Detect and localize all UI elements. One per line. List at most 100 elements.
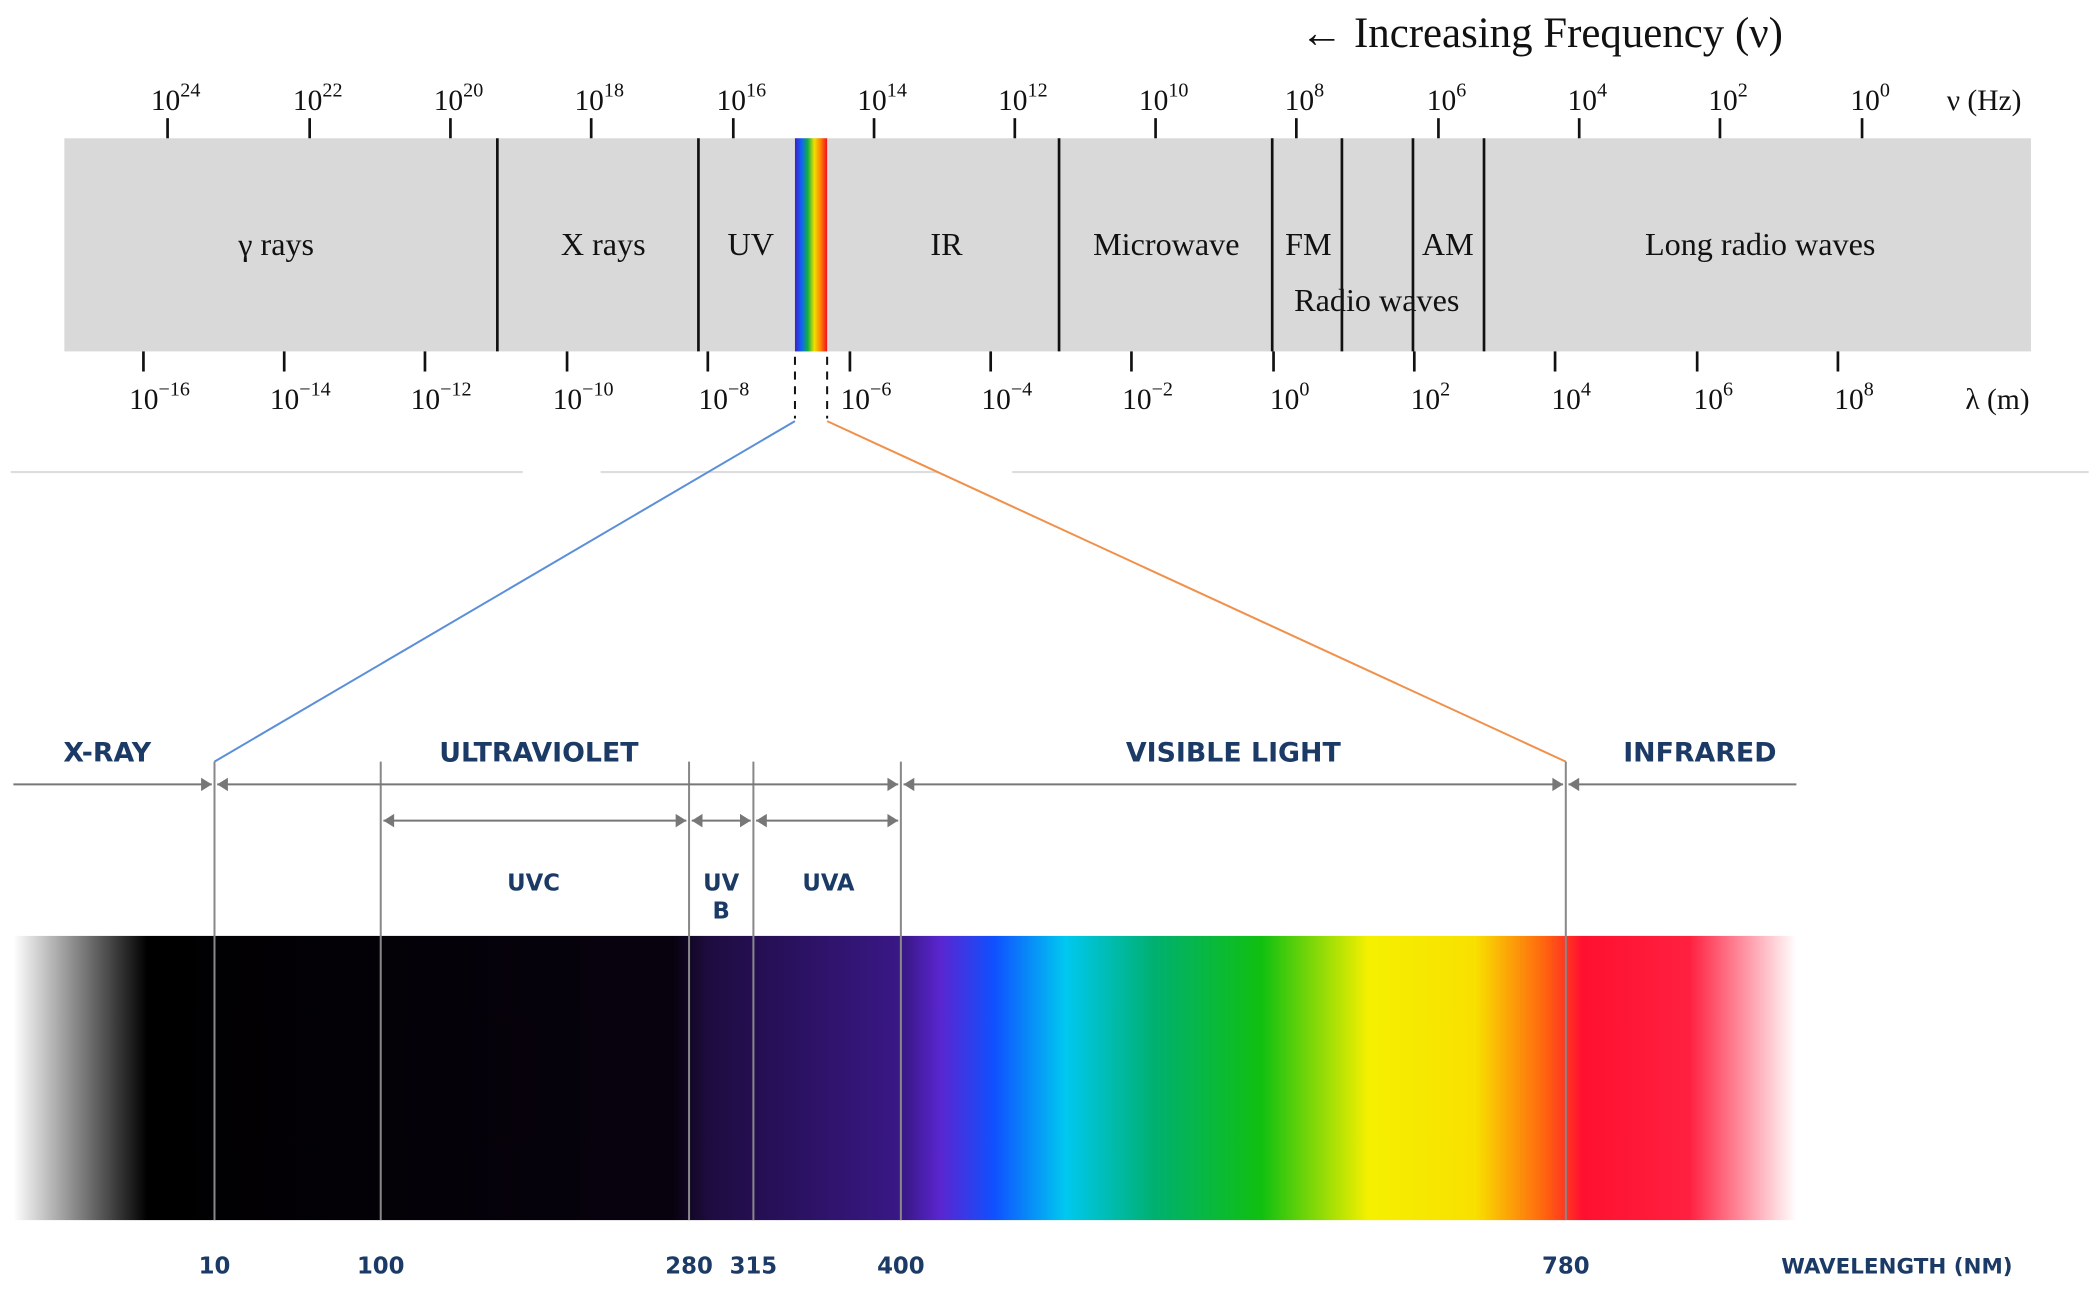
power-base: 10 — [1850, 85, 1879, 117]
power-label: 1022 — [293, 80, 343, 117]
power-exponent: 6 — [1723, 379, 1733, 401]
power-exponent: −6 — [870, 379, 891, 401]
arrow-head — [903, 777, 915, 792]
power-base: 10 — [553, 384, 582, 416]
power-base: 10 — [1285, 85, 1314, 117]
power-base: 10 — [1427, 85, 1456, 117]
arrow-head — [739, 813, 751, 828]
power-base: 10 — [1708, 85, 1737, 117]
arrow-head — [383, 813, 395, 828]
band-dividers — [496, 138, 1486, 352]
wavelength-label: 780 — [1542, 1254, 1590, 1280]
power-base: 10 — [1693, 384, 1722, 416]
power-label: 1012 — [998, 80, 1048, 117]
power-label: 1014 — [857, 80, 907, 117]
power-label: 108 — [1285, 80, 1325, 117]
subregion-label: B — [713, 898, 730, 924]
power-exponent: −10 — [582, 379, 613, 401]
band-label: Microwave — [1093, 226, 1239, 262]
power-base: 10 — [717, 85, 746, 117]
power-label: 104 — [1551, 379, 1591, 416]
zoom-line-right — [826, 420, 1567, 763]
subregion-label: UV — [703, 870, 739, 896]
power-exponent: 4 — [1581, 379, 1591, 401]
region-label: VISIBLE LIGHT — [1126, 738, 1342, 769]
power-label: 1010 — [1139, 80, 1189, 117]
region-label: X-RAY — [63, 738, 151, 769]
power-exponent: −4 — [1011, 379, 1032, 401]
power-exponent: 18 — [604, 80, 624, 102]
spectrum-band — [64, 138, 2031, 352]
power-base: 10 — [698, 384, 727, 416]
power-label: 10−10 — [553, 379, 614, 416]
wavelength-label: 280 — [665, 1254, 713, 1280]
power-label: 1020 — [434, 80, 484, 117]
power-base: 10 — [841, 384, 870, 416]
power-exponent: 20 — [463, 80, 483, 102]
power-exponent: 16 — [746, 80, 766, 102]
arrow-head — [691, 813, 703, 828]
power-label: 1016 — [717, 80, 767, 117]
wavelength-label: 100 — [357, 1254, 405, 1280]
power-exponent: −12 — [440, 379, 471, 401]
power-exponent: 12 — [1028, 80, 1048, 102]
power-base: 10 — [1139, 85, 1168, 117]
band-label: X rays — [561, 226, 646, 262]
power-label: 102 — [1411, 379, 1451, 416]
visible-strip — [794, 138, 828, 352]
title: ← Increasing Frequency (ν) — [1300, 10, 1783, 57]
power-exponent: 2 — [1440, 379, 1450, 401]
power-base: 10 — [857, 85, 886, 117]
wavelength-label: 10 — [199, 1254, 231, 1280]
power-exponent: −14 — [299, 379, 330, 401]
power-base: 10 — [434, 85, 463, 117]
power-base: 10 — [1411, 384, 1440, 416]
power-base: 10 — [1567, 85, 1596, 117]
region-label: ULTRAVIOLET — [439, 738, 639, 769]
arrow-head — [1568, 777, 1580, 792]
arrow-head — [887, 813, 899, 828]
power-label: 108 — [1834, 379, 1874, 416]
power-base: 10 — [574, 85, 603, 117]
power-exponent: −16 — [159, 379, 190, 401]
power-label: 10−16 — [129, 379, 190, 416]
power-label: 1018 — [574, 80, 624, 117]
power-label: 104 — [1567, 80, 1607, 117]
power-base: 10 — [1551, 384, 1580, 416]
power-label: 10−8 — [698, 379, 749, 416]
power-base: 10 — [1122, 384, 1151, 416]
band-label: FM — [1285, 226, 1331, 262]
power-exponent: −2 — [1152, 379, 1173, 401]
radio-label: Radio waves — [1294, 282, 1459, 318]
power-exponent: −8 — [728, 379, 749, 401]
power-base: 10 — [411, 384, 440, 416]
frequency-unit: ν (Hz) — [1947, 85, 2022, 117]
power-exponent: 10 — [1168, 80, 1188, 102]
arrow-head — [887, 777, 899, 792]
power-base: 10 — [1270, 384, 1299, 416]
band-label: γ rays — [237, 226, 314, 262]
power-label: 10−12 — [411, 379, 472, 416]
region-label: INFRARED — [1623, 738, 1776, 769]
power-label: 10−4 — [981, 379, 1032, 416]
band-label: IR — [930, 226, 963, 262]
power-exponent: 22 — [322, 80, 342, 102]
power-base: 10 — [981, 384, 1010, 416]
power-base: 10 — [293, 85, 322, 117]
arrow-head — [1552, 777, 1564, 792]
power-base: 10 — [1834, 384, 1863, 416]
band-label: UV — [727, 226, 773, 262]
arrow-head — [201, 777, 212, 792]
power-label: 10−2 — [1122, 379, 1173, 416]
arrow-head — [756, 813, 767, 828]
power-label: 102 — [1708, 80, 1748, 117]
power-exponent: 0 — [1299, 379, 1309, 401]
arrow-head — [675, 813, 687, 828]
zoom-dashes — [793, 356, 829, 419]
wavelength-label: 315 — [730, 1254, 778, 1280]
wavelength-label: 400 — [877, 1254, 925, 1280]
power-exponent: 0 — [1880, 80, 1890, 102]
power-label: 106 — [1427, 80, 1467, 117]
wavelength-axis-label: WAVELENGTH (NM) — [1781, 1255, 2012, 1280]
power-exponent: 24 — [180, 80, 200, 102]
